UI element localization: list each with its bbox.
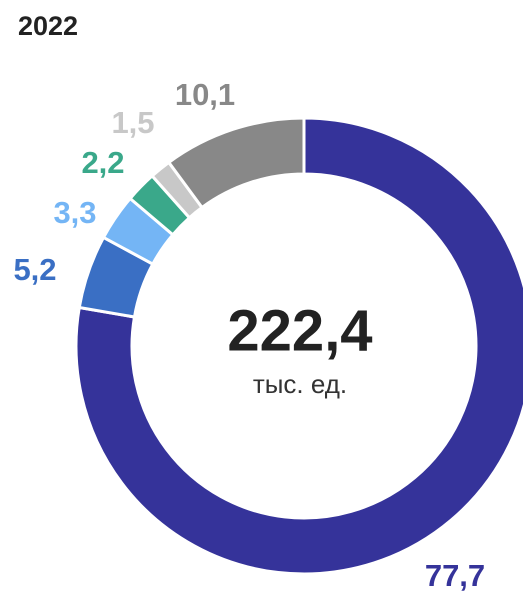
donut-segment [166,116,306,210]
chart-title: 2022 [18,11,78,41]
data-label: 10,1 [175,77,235,112]
donut-segment [74,116,523,576]
data-label: 3,3 [53,195,96,230]
data-label: 77,7 [425,558,485,593]
center-unit: тыс. ед. [253,369,347,399]
data-label: 1,5 [111,105,154,140]
data-label: 5,2 [13,252,56,287]
data-label: 2,2 [81,145,124,180]
center-value: 222,4 [227,298,372,363]
